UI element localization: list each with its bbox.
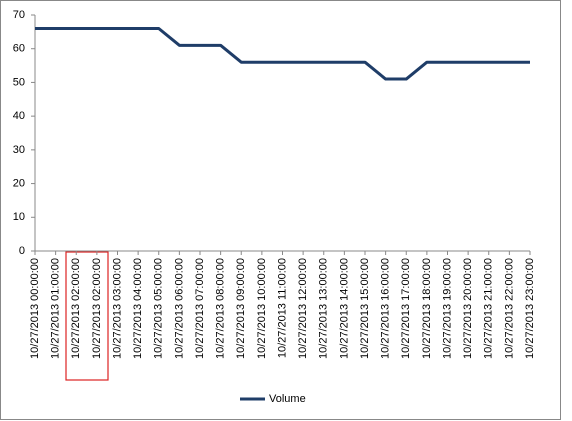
x-tick-label: 10/27/2013 00:00:00 [29, 258, 41, 359]
x-tick-label: 10/27/2013 12:00:00 [297, 258, 309, 359]
chart-border [0, 0, 561, 420]
y-tick-label: 40 [13, 110, 25, 122]
x-tick-label: 10/27/2013 14:00:00 [338, 258, 350, 359]
x-tick-label: 10/27/2013 07:00:00 [194, 258, 206, 359]
x-tick-label: 10/27/2013 18:00:00 [421, 258, 433, 359]
legend-label: Volume [269, 393, 306, 405]
x-tick-label: 10/27/2013 01:00:00 [50, 258, 62, 359]
y-tick-label: 0 [19, 245, 25, 257]
x-tick-label: 10/27/2013 11:00:00 [276, 258, 288, 358]
x-tick-label: 10/27/2013 02:00:00 [91, 258, 103, 359]
x-tick-label: 10/27/2013 20:00:00 [462, 258, 474, 359]
x-tick-label: 10/27/2013 16:00:00 [380, 258, 392, 359]
x-tick-label: 10/27/2013 09:00:00 [235, 258, 247, 359]
x-tick-label: 10/27/2013 10:00:00 [256, 258, 268, 359]
x-tick-label: 10/27/2013 02:00:00 [70, 258, 82, 359]
y-tick-label: 70 [13, 9, 25, 21]
y-tick-label: 60 [13, 43, 25, 55]
x-tick-label: 10/27/2013 15:00:00 [359, 258, 371, 359]
y-tick-label: 10 [13, 211, 25, 223]
x-tick-label: 10/27/2013 03:00:00 [111, 258, 123, 359]
line-series [35, 26, 530, 81]
x-tick-label: 10/27/2013 21:00:00 [483, 258, 495, 359]
x-tick-label: 10/27/2013 23:00:00 [524, 258, 536, 359]
y-tick-label: 30 [13, 144, 25, 156]
y-tick-label: 50 [13, 76, 25, 88]
x-tick-label: 10/27/2013 13:00:00 [318, 258, 330, 359]
x-tick-label: 10/27/2013 06:00:00 [173, 258, 185, 359]
x-tick-label: 10/27/2013 05:00:00 [153, 258, 165, 359]
x-tick-label: 10/27/2013 22:00:00 [503, 258, 515, 359]
y-tick-label: 20 [13, 177, 25, 189]
highlight-box [65, 251, 109, 381]
x-tick-label: 10/27/2013 08:00:00 [215, 258, 227, 359]
x-tick-label: 10/27/2013 04:00:00 [132, 258, 144, 359]
x-tick-label: 10/27/2013 19:00:00 [441, 258, 453, 359]
x-tick-label: 10/27/2013 17:00:00 [400, 258, 412, 359]
